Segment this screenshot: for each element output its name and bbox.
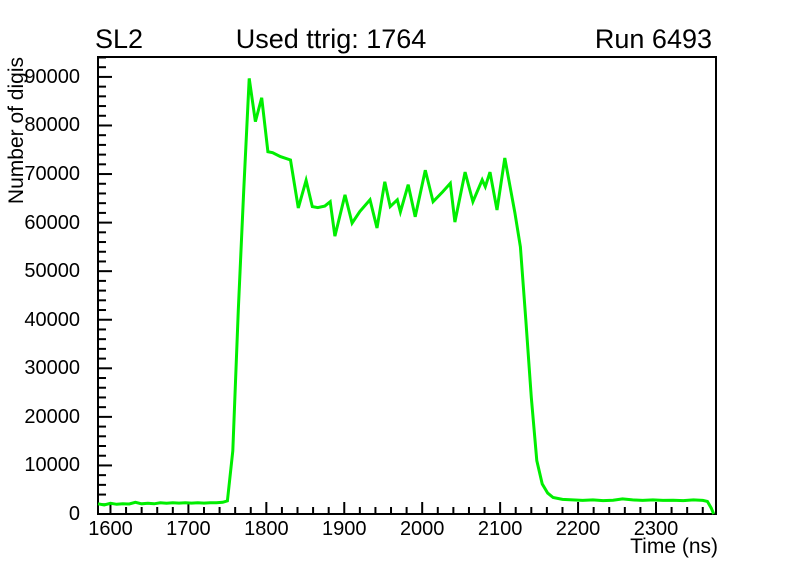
y-tick-label: 70000 bbox=[24, 163, 80, 186]
x-tick-label: 1700 bbox=[166, 518, 211, 540]
x-tick-label: 2000 bbox=[399, 518, 445, 540]
run-number-label: Run 6493 bbox=[594, 24, 712, 54]
y-tick-label: 20000 bbox=[24, 405, 80, 428]
x-tick-label: 1900 bbox=[322, 518, 367, 540]
page-title-ttrig: Used ttrig: 1764 bbox=[235, 24, 427, 54]
y-tick-label: 60000 bbox=[24, 211, 80, 234]
y-tick-label: 30000 bbox=[24, 357, 80, 380]
superlayer-label: SL2 bbox=[95, 24, 144, 54]
y-tick-label: 80000 bbox=[24, 114, 80, 137]
x-tick-label: 1800 bbox=[244, 518, 289, 540]
y-tick-label: 40000 bbox=[24, 308, 80, 331]
y-tick-label: 90000 bbox=[24, 65, 80, 88]
y-tick-label: 0 bbox=[68, 503, 80, 525]
x-tick-label: 2300 bbox=[633, 518, 679, 540]
y-tick-label: 10000 bbox=[24, 454, 80, 477]
plot-frame bbox=[97, 56, 717, 515]
y-tick-label: 50000 bbox=[24, 260, 80, 283]
signal-line bbox=[97, 78, 716, 515]
x-tick-label: 1600 bbox=[88, 518, 133, 540]
x-tick-label: 2100 bbox=[477, 518, 523, 540]
x-axis-title: Time (ns) bbox=[630, 535, 718, 558]
x-tick-label: 2200 bbox=[555, 518, 601, 540]
